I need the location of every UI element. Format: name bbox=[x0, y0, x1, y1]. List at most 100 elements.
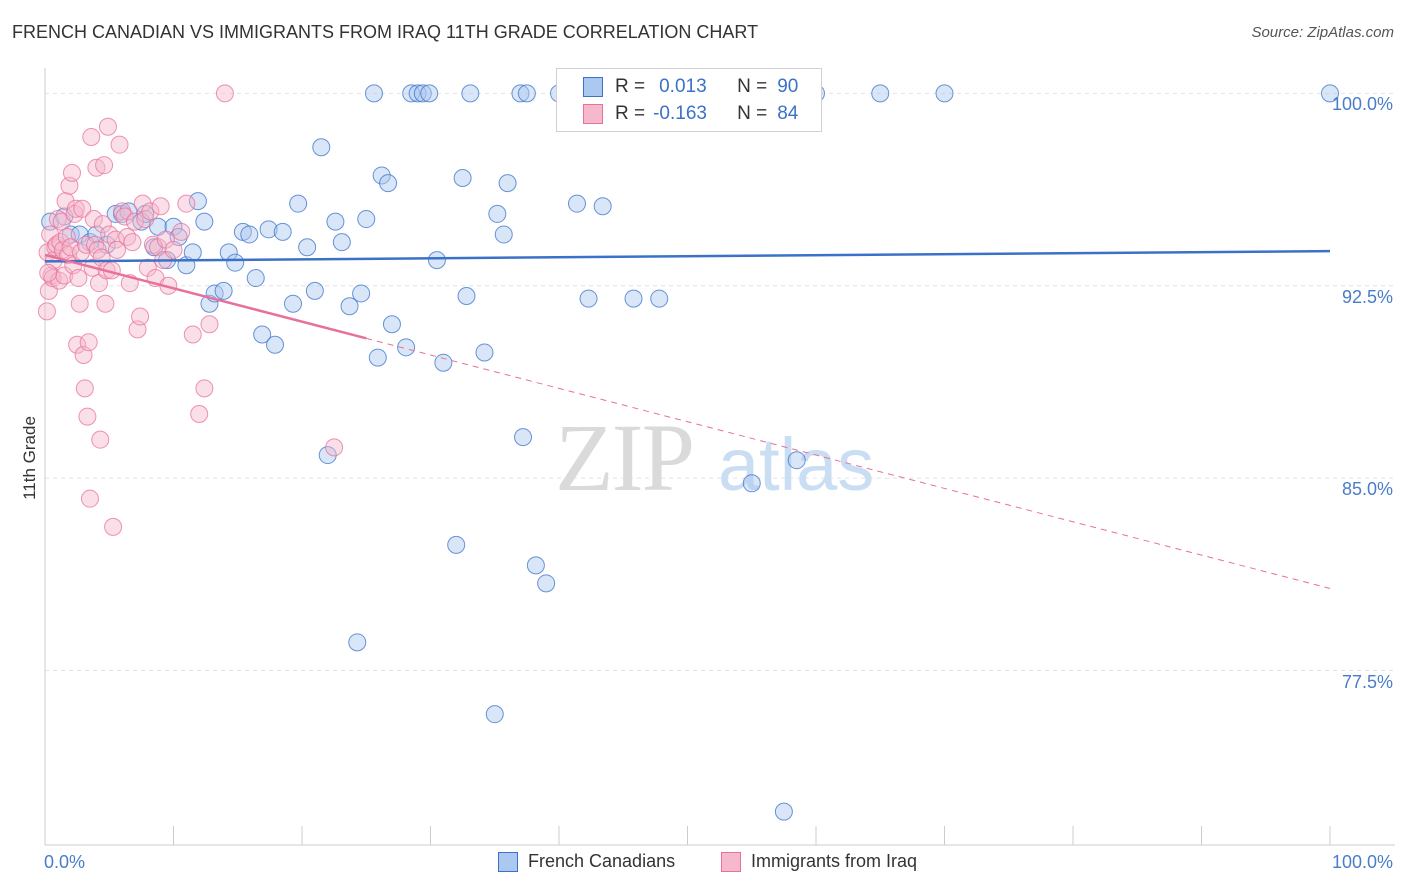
watermark-zip: ZIP bbox=[555, 404, 693, 511]
iraq-point bbox=[138, 258, 157, 277]
y-tick-label: 85.0% bbox=[1341, 479, 1393, 500]
french-canadian-point bbox=[461, 84, 480, 103]
y-tick-label: 77.5% bbox=[1341, 671, 1393, 692]
french-canadian-point bbox=[397, 338, 416, 357]
iraq-point bbox=[172, 222, 191, 241]
grid-lines bbox=[45, 92, 1395, 672]
french-canadian-point bbox=[368, 348, 387, 367]
iraq-point bbox=[115, 207, 134, 226]
legend-r-label: R = bbox=[615, 103, 646, 124]
iraq-point bbox=[73, 199, 92, 218]
french-canadian-point bbox=[537, 574, 556, 593]
french-canadian-point bbox=[273, 222, 292, 241]
french-canadian-point bbox=[298, 238, 317, 257]
iraq-point bbox=[57, 228, 76, 247]
iraq-point bbox=[95, 156, 114, 175]
y-tick-label: 100.0% bbox=[1331, 94, 1393, 115]
iraq-trend-line bbox=[44, 253, 367, 340]
iraq-point bbox=[37, 302, 56, 321]
iraq-point bbox=[75, 379, 94, 398]
source-label: Source: ZipAtlas.com bbox=[1251, 24, 1394, 41]
bottom-legend-label: French Canadians bbox=[528, 851, 676, 871]
french-canadian-point bbox=[742, 474, 761, 493]
legend-row-iraq: R = -0.163 N = 84 bbox=[583, 102, 798, 126]
french-canadian-point bbox=[240, 225, 259, 244]
legend-row-french-canadians: R = 0.013 N = 90 bbox=[583, 75, 798, 99]
french-canadian-point bbox=[326, 212, 345, 231]
bottom-legend-french-canadians: French Canadians bbox=[498, 851, 675, 872]
french-canadian-point bbox=[413, 84, 432, 103]
french-canadian-point bbox=[420, 84, 439, 103]
iraq-point bbox=[61, 238, 80, 257]
legend-n-value: 90 bbox=[777, 76, 799, 97]
french-canadian-point bbox=[226, 253, 245, 272]
french-canadian-point bbox=[136, 204, 155, 223]
legend-n-label: N = bbox=[737, 103, 768, 124]
french-canadian-point bbox=[305, 281, 324, 300]
iraq-point bbox=[141, 202, 160, 221]
french-canadian-point bbox=[650, 289, 669, 308]
iraq-point bbox=[133, 194, 152, 213]
y-axis-label: 11th Grade bbox=[20, 416, 39, 500]
french-canadian-point bbox=[774, 802, 793, 821]
iraq-point bbox=[79, 333, 98, 352]
french-canadian-point bbox=[284, 294, 303, 313]
x-tick-label-max: 100.0% bbox=[1331, 852, 1393, 872]
iraq-point bbox=[164, 240, 183, 259]
iraq-point bbox=[62, 163, 81, 182]
french-canadian-point bbox=[447, 535, 466, 554]
iraq-point bbox=[118, 228, 137, 247]
french-canadian-point bbox=[787, 451, 806, 470]
iraq-point bbox=[82, 127, 101, 146]
iraq-point bbox=[107, 240, 126, 259]
french-canadian-point bbox=[1321, 84, 1339, 103]
legend-r-value: -0.163 bbox=[653, 103, 707, 124]
chart-title: FRENCH CANADIAN VS IMMIGRANTS FROM IRAQ … bbox=[12, 22, 759, 42]
french-canadian-point bbox=[453, 169, 472, 188]
french-canadian-point bbox=[289, 194, 308, 213]
bottom-legend-label: Immigrants from Iraq bbox=[751, 851, 918, 871]
iraq-point bbox=[325, 438, 344, 457]
french-canadian-point bbox=[511, 84, 530, 103]
french-canadian-point bbox=[514, 428, 533, 447]
french-canadian-point bbox=[526, 556, 545, 575]
french-canadian-point bbox=[266, 335, 285, 354]
legend-r-value: 0.013 bbox=[659, 76, 707, 97]
french-canadian-point bbox=[183, 243, 202, 262]
iraq-point bbox=[151, 197, 170, 216]
legend-swatch-blue bbox=[498, 851, 518, 872]
french-canadian-point bbox=[485, 705, 504, 724]
iraq-point bbox=[69, 269, 88, 288]
iraq-point bbox=[104, 517, 123, 536]
iraq-point bbox=[56, 192, 75, 211]
french-canadian-point bbox=[494, 225, 513, 244]
iraq-point bbox=[195, 379, 214, 398]
iraq-point bbox=[183, 325, 202, 344]
french-canadian-point bbox=[624, 289, 643, 308]
french-canadian-point bbox=[357, 210, 376, 229]
iraq-point bbox=[39, 263, 58, 282]
french-canadian-point bbox=[188, 192, 207, 211]
french-canadian-point bbox=[567, 194, 586, 213]
iraq-point bbox=[131, 307, 150, 326]
french-canadian-point bbox=[475, 343, 494, 362]
iraq-point bbox=[98, 117, 117, 136]
french-canadian-point bbox=[871, 84, 890, 103]
stats-legend: R = 0.013 N = 90 R = -0.163 N = 84 bbox=[556, 68, 822, 132]
trend-lines bbox=[44, 249, 1331, 589]
iraq-point bbox=[110, 135, 129, 154]
french-canadian-point bbox=[318, 446, 337, 465]
iraq-point bbox=[156, 230, 175, 249]
french-canadian-point bbox=[434, 353, 453, 372]
iraq-point bbox=[96, 294, 115, 313]
french-canadian-point bbox=[935, 84, 954, 103]
french-canadian-point bbox=[488, 204, 507, 223]
french-canadian-point bbox=[312, 138, 331, 157]
iraq-point bbox=[78, 407, 97, 426]
french-canadian-point bbox=[364, 84, 383, 103]
legend-n-value: 84 bbox=[777, 103, 799, 124]
iraq-point bbox=[113, 202, 132, 221]
bottom-legend-iraq: Immigrants from Iraq bbox=[721, 851, 917, 872]
legend-r-label: R = bbox=[615, 76, 646, 97]
